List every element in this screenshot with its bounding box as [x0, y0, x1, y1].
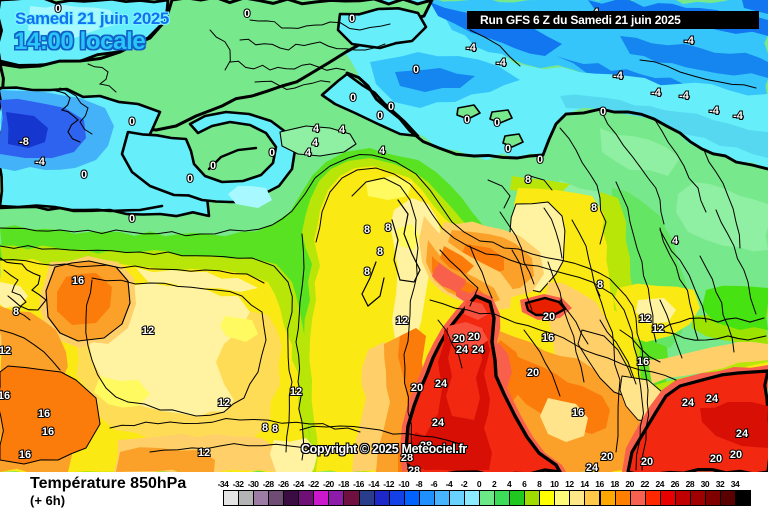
svg-text:0: 0 — [81, 169, 87, 181]
svg-text:8: 8 — [591, 202, 597, 214]
svg-text:16: 16 — [637, 356, 649, 368]
svg-text:-4: -4 — [709, 105, 720, 117]
svg-text:4: 4 — [339, 124, 346, 136]
svg-text:0: 0 — [600, 106, 606, 118]
svg-text:-4: -4 — [651, 87, 662, 99]
svg-text:-4: -4 — [679, 90, 690, 102]
svg-text:20: 20 — [641, 456, 653, 468]
svg-text:24: 24 — [586, 462, 599, 472]
svg-text:12: 12 — [639, 313, 651, 325]
svg-text:0: 0 — [187, 173, 193, 185]
svg-text:20: 20 — [710, 453, 722, 465]
svg-text:16: 16 — [542, 332, 554, 344]
svg-text:20: 20 — [411, 382, 423, 394]
svg-text:28: 28 — [401, 452, 413, 464]
svg-text:4: 4 — [379, 145, 386, 157]
svg-text:20: 20 — [527, 367, 539, 379]
svg-text:24: 24 — [435, 378, 448, 390]
svg-text:12: 12 — [142, 325, 154, 337]
svg-text:4: 4 — [672, 235, 679, 247]
svg-text:0: 0 — [537, 154, 543, 166]
svg-text:0: 0 — [55, 3, 61, 15]
svg-text:-4: -4 — [496, 57, 507, 69]
svg-text:0: 0 — [377, 110, 383, 122]
svg-text:0: 0 — [269, 147, 275, 159]
svg-text:0: 0 — [388, 101, 394, 113]
svg-text:8: 8 — [364, 266, 370, 278]
svg-text:8: 8 — [525, 174, 531, 186]
svg-text:0: 0 — [494, 117, 500, 129]
svg-text:16: 16 — [19, 449, 31, 461]
svg-text:8: 8 — [377, 246, 383, 258]
svg-text:8: 8 — [597, 279, 603, 291]
svg-text:20: 20 — [543, 311, 555, 323]
svg-text:24: 24 — [432, 417, 445, 429]
svg-text:16: 16 — [0, 390, 10, 402]
svg-text:0: 0 — [349, 13, 355, 25]
svg-text:16: 16 — [42, 426, 54, 438]
svg-text:12: 12 — [290, 386, 302, 398]
svg-text:28: 28 — [420, 440, 432, 452]
svg-text:0: 0 — [129, 116, 135, 128]
svg-text:-4: -4 — [613, 70, 624, 82]
svg-text:24: 24 — [456, 344, 469, 356]
svg-text:20: 20 — [601, 451, 613, 463]
svg-text:12: 12 — [652, 323, 664, 335]
svg-text:-4: -4 — [733, 110, 744, 122]
svg-text:12: 12 — [198, 447, 210, 459]
svg-text:-4: -4 — [684, 35, 695, 47]
svg-text:0: 0 — [244, 8, 250, 20]
svg-text:-8: -8 — [19, 136, 29, 148]
svg-text:12: 12 — [0, 345, 11, 357]
svg-text:12: 12 — [396, 315, 408, 327]
svg-text:8: 8 — [385, 222, 391, 234]
svg-text:16: 16 — [38, 408, 50, 420]
svg-text:24: 24 — [682, 397, 695, 409]
svg-text:24: 24 — [472, 344, 485, 356]
svg-text:4: 4 — [313, 123, 320, 135]
svg-text:28: 28 — [408, 465, 420, 472]
svg-text:20: 20 — [468, 331, 480, 343]
svg-text:20: 20 — [730, 449, 742, 461]
svg-text:0: 0 — [464, 114, 470, 126]
svg-text:0: 0 — [350, 92, 356, 104]
svg-text:4: 4 — [305, 147, 312, 159]
svg-text:24: 24 — [706, 393, 719, 405]
svg-text:8: 8 — [272, 423, 278, 435]
svg-text:8: 8 — [262, 422, 268, 434]
svg-text:20: 20 — [453, 333, 465, 345]
svg-text:8: 8 — [13, 306, 19, 318]
svg-text:0: 0 — [505, 143, 511, 155]
svg-text:16: 16 — [72, 275, 84, 287]
svg-text:12: 12 — [218, 397, 230, 409]
svg-text:0: 0 — [413, 64, 419, 76]
svg-text:-4: -4 — [466, 42, 477, 54]
svg-text:24: 24 — [736, 428, 749, 440]
svg-text:8: 8 — [364, 224, 370, 236]
svg-text:16: 16 — [572, 407, 584, 419]
svg-text:-4: -4 — [35, 156, 46, 168]
svg-text:4: 4 — [312, 137, 319, 149]
svg-text:0: 0 — [210, 160, 216, 172]
svg-text:0: 0 — [129, 213, 135, 225]
